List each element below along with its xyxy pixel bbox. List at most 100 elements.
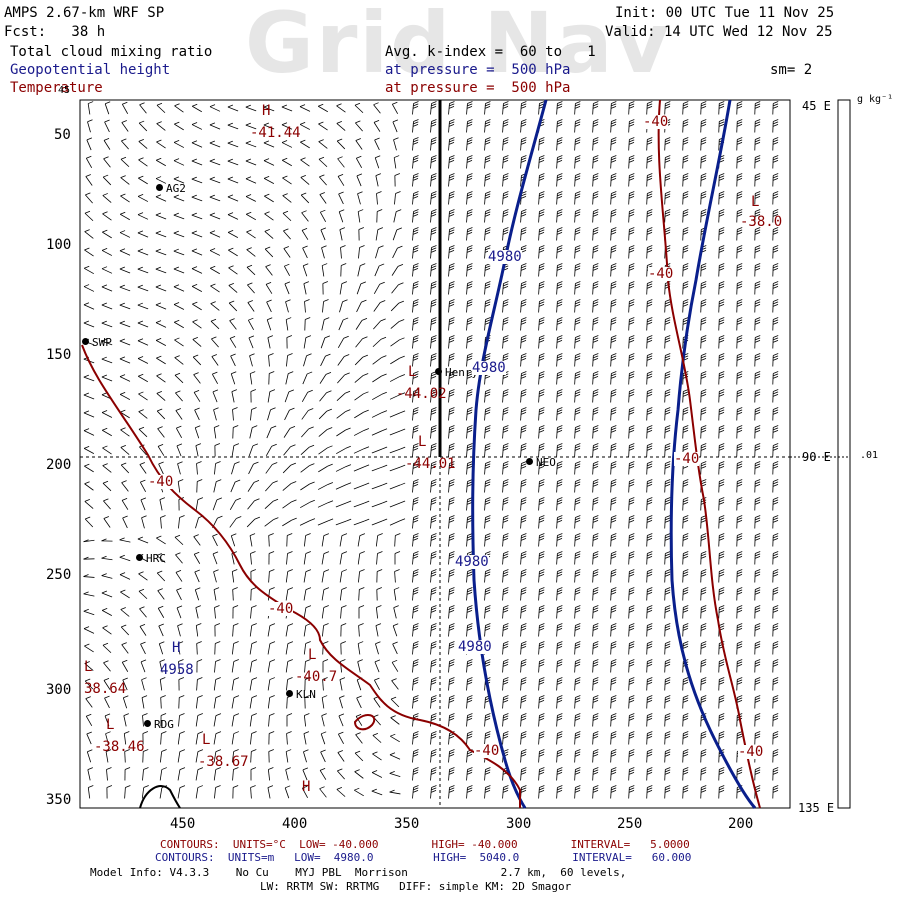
station-swp[interactable]: SWP [82,333,112,349]
wind-barb-feather [611,641,617,644]
wind-barb [610,175,612,187]
wind-barb-feather [593,373,599,377]
wind-barb-feather [142,731,149,734]
wind-barb-feather [701,587,707,590]
wind-barb-feather [665,391,671,395]
wind-barb [448,733,450,745]
wind-barb-feather [449,569,455,572]
wind-barb [321,697,325,709]
coast-line [139,785,181,809]
wind-barb-feather [340,641,346,644]
wind-barb [231,679,235,691]
wind-barb [303,283,307,295]
station-rdg[interactable]: RDG [144,715,174,731]
wind-barb-feather [718,103,725,107]
wind-barb-feather [233,659,239,662]
wind-barb-feather [736,121,743,125]
wind-barb [156,104,166,114]
wind-barb-feather [413,517,419,521]
wind-barb-feather [736,699,743,703]
wind-barb [430,157,432,169]
wind-barb-feather [521,445,527,449]
wind-barb [610,625,612,637]
wind-barb-feather [268,353,274,356]
wind-barb-feather [700,537,707,541]
wind-barb-feather [718,661,725,665]
wind-barb-feather [611,157,617,161]
wind-barb-feather [430,501,437,505]
wind-barb-feather [213,407,219,411]
wind-barb-feather [683,553,689,557]
wind-barb-feather [503,713,509,716]
corner-label: 45 [58,85,71,96]
wind-barb-feather [718,499,725,503]
wind-barb-feather [556,537,563,541]
wind-barb-feather [772,571,779,575]
wind-barb-feather [197,677,203,680]
wind-barb-feather [503,733,509,737]
wind-barb [682,625,684,637]
wind-barb [157,590,165,600]
wind-barb-feather [377,209,383,212]
wind-barb-feather [449,427,455,431]
wind-barb-feather [737,101,743,104]
wind-barb-feather [467,713,473,716]
wind-barb [538,643,540,655]
wind-barb-feather [485,211,491,215]
wind-barb-feather [557,733,563,737]
wind-barb-feather [137,212,144,216]
wind-barb [158,463,164,475]
wind-barb-feather [593,407,599,410]
wind-barb-feather [754,355,761,359]
wind-barb [700,517,702,529]
wind-barb-feather [593,121,599,125]
wind-barb-feather [485,571,491,575]
wind-barb-feather [392,119,399,123]
wind-barb-feather [484,771,491,775]
wind-barb-feather [539,157,545,161]
station-kln[interactable]: KLN [286,685,316,701]
wind-barb [592,157,594,169]
wind-barb-feather [431,335,437,338]
wind-barb-feather [305,569,312,572]
wind-barb-feather [610,681,617,685]
wind-barb [700,355,702,367]
wind-barb-feather [575,661,581,665]
wind-barb-feather [394,173,401,176]
wind-barb-feather [719,209,725,212]
temp-contour-blob [353,714,376,731]
wind-barb-feather [431,463,437,467]
wind-barb-feather [611,679,617,683]
wind-barb [389,430,401,436]
station-neo[interactable]: NEO [526,453,556,469]
wind-barb [373,302,381,312]
wind-barb-feather [216,497,223,501]
wind-barb-feather [647,353,653,356]
wind-barb [538,535,540,547]
wind-barb [412,499,414,511]
wind-barb-feather [772,573,779,577]
temp-label: -40 [648,266,674,282]
wind-barb-feather [682,465,689,469]
station-henry[interactable]: Henry [435,363,478,379]
wind-barb-feather [466,681,473,685]
wind-barb-feather [467,139,473,143]
wind-barb-feather [354,102,361,106]
pressure-temp: at pressure = 500 hPa [385,80,571,96]
wind-barb [502,787,504,799]
wind-barb-feather [575,283,581,287]
wind-barb-feather [647,587,653,590]
wind-barb-feather [197,731,204,734]
wind-barb [389,394,401,400]
wind-barb [538,769,540,781]
wind-barb [303,751,307,763]
wind-barb-feather [700,591,707,595]
wind-barb-feather [718,211,725,215]
wind-barb-feather [755,371,761,374]
station-ag2[interactable]: AG2 [156,179,186,195]
station-hrc[interactable]: HRC [136,549,166,565]
wind-barb-feather [755,785,761,788]
wind-barb-feather [538,519,545,523]
wind-barb [592,229,594,241]
model-title: AMPS 2.67-km WRF SP [4,5,165,21]
